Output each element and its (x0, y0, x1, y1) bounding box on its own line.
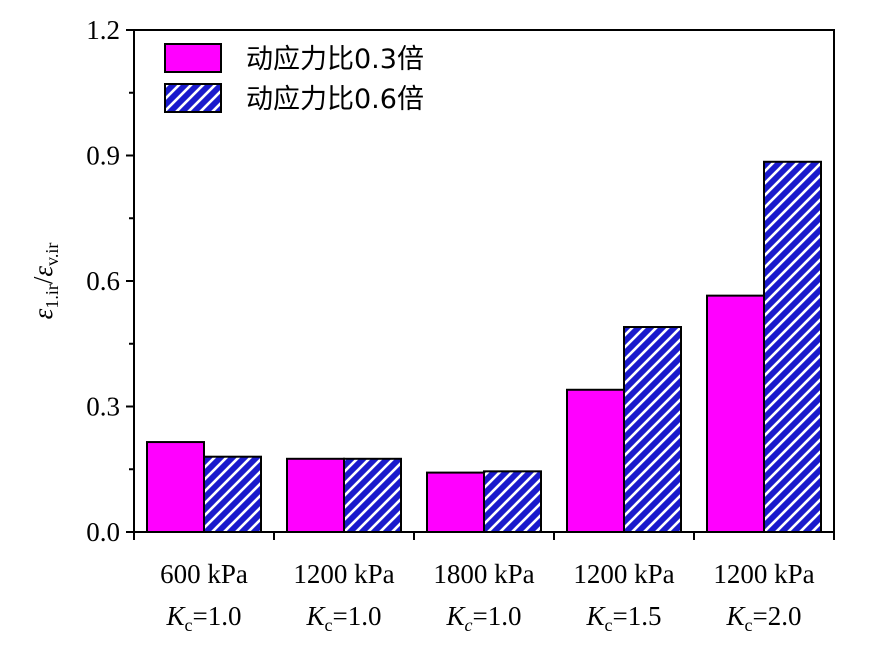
x-category-label: 600 kPa (160, 559, 248, 589)
legend-swatch-series1 (164, 43, 222, 73)
x-category-kc-label: Kc=1.0 (446, 601, 522, 635)
x-category-label: 1800 kPa (433, 559, 534, 589)
bar-series2-5 (763, 160, 822, 533)
bar-series2-1 (203, 455, 262, 534)
legend-label-series2: 动应力比0.6倍 (246, 84, 424, 115)
y-tick-label: 1.2 (86, 15, 120, 45)
bar-series1-2 (286, 457, 345, 533)
legend-label-series1: 动应力比0.3倍 (246, 44, 424, 75)
bar-series1-5 (706, 294, 765, 533)
y-tick-label: 0.0 (86, 517, 120, 547)
x-category-kc-label: Kc=1.0 (166, 601, 242, 635)
axes-layer: 0.0 0.3 0.6 0.9 1.2 600 kPa Kc=1.0 1200 kPa Kc=1… (86, 15, 835, 635)
bar-series2-2 (343, 457, 402, 533)
x-category-kc-label: Kc=2.0 (726, 601, 802, 635)
bar-series1-3 (426, 471, 485, 534)
x-category-label: 1200 kPa (573, 559, 674, 589)
x-category-kc-label: Kc=1.0 (306, 601, 382, 635)
bar-series1-4 (566, 388, 625, 533)
y-axis-label: ε1.ir/εv.ir (28, 243, 62, 320)
y-tick-label: 0.9 (86, 141, 120, 171)
bar-series2-4 (623, 326, 682, 533)
y-tick-label: 0.6 (86, 266, 120, 296)
y-tick-label: 0.3 (86, 392, 120, 422)
y-axis-label-text: ε1.ir/εv.ir (28, 243, 62, 320)
x-category-label: 1200 kPa (713, 559, 814, 589)
bars-layer (146, 160, 822, 534)
bar-series2-3 (483, 470, 542, 534)
bar-series1-1 (146, 441, 205, 533)
x-category-kc-label: Kc=1.5 (586, 601, 662, 635)
legend-swatch-series2 (164, 83, 222, 113)
x-category-label: 1200 kPa (293, 559, 394, 589)
